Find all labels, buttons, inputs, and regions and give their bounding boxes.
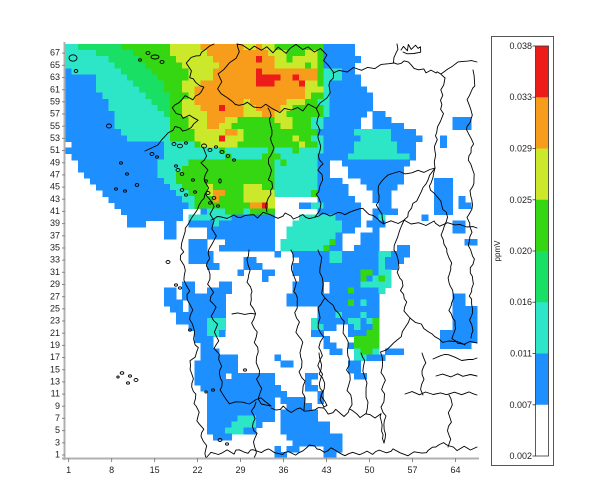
svg-text:45: 45 [50,182,60,192]
svg-text:ppmV: ppmV [493,240,502,262]
svg-text:50: 50 [364,465,374,475]
svg-text:0.002: 0.002 [509,451,532,461]
svg-text:1: 1 [66,465,71,475]
svg-text:39: 39 [50,218,60,228]
svg-text:3: 3 [55,437,60,447]
svg-text:27: 27 [50,291,60,301]
svg-text:29: 29 [50,279,60,289]
svg-text:47: 47 [50,170,60,180]
svg-text:55: 55 [50,121,60,131]
svg-text:15: 15 [50,364,60,374]
svg-text:15: 15 [150,465,160,475]
svg-text:64: 64 [450,465,460,475]
svg-text:19: 19 [50,340,60,350]
svg-text:0.025: 0.025 [509,195,532,205]
svg-text:57: 57 [407,465,417,475]
svg-text:51: 51 [50,145,60,155]
svg-text:9: 9 [55,401,60,411]
svg-text:5: 5 [55,425,60,435]
svg-text:13: 13 [50,377,60,387]
svg-text:0.016: 0.016 [509,297,532,307]
svg-text:1: 1 [55,450,60,460]
svg-text:61: 61 [50,84,60,94]
svg-text:8: 8 [109,465,114,475]
svg-text:0.007: 0.007 [509,400,532,410]
svg-text:17: 17 [50,352,60,362]
svg-text:65: 65 [50,60,60,70]
svg-text:11: 11 [51,389,60,399]
svg-text:63: 63 [50,72,60,82]
svg-text:37: 37 [50,230,60,240]
svg-text:36: 36 [278,465,288,475]
svg-text:23: 23 [50,316,60,326]
svg-text:57: 57 [50,109,60,119]
svg-text:0.011: 0.011 [510,349,532,359]
svg-text:67: 67 [50,48,60,58]
svg-text:59: 59 [50,96,60,106]
svg-text:0.029: 0.029 [509,144,532,154]
svg-text:35: 35 [50,243,60,253]
svg-text:7: 7 [55,413,60,423]
svg-text:21: 21 [50,328,60,338]
svg-text:0.038: 0.038 [509,41,532,51]
svg-text:22: 22 [192,465,202,475]
svg-text:25: 25 [50,303,60,313]
svg-text:33: 33 [50,255,60,265]
svg-text:41: 41 [50,206,60,216]
svg-text:0.020: 0.020 [509,246,532,256]
svg-text:53: 53 [50,133,60,143]
svg-text:43: 43 [321,465,331,475]
svg-text:0.033: 0.033 [509,92,532,102]
svg-text:31: 31 [50,267,60,277]
svg-text:43: 43 [50,194,60,204]
svg-text:29: 29 [235,465,245,475]
svg-text:49: 49 [50,157,60,167]
